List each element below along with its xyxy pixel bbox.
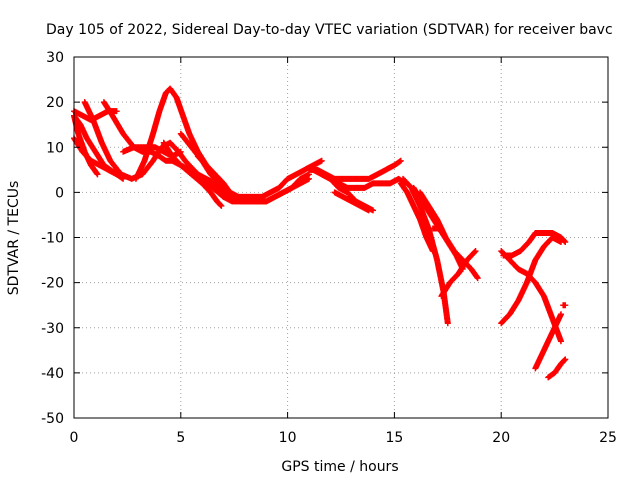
data-series-arc-17 <box>318 171 409 191</box>
x-tick-label: 15 <box>385 430 403 446</box>
data-series-arc-30 <box>540 229 569 246</box>
x-tick-label: 25 <box>599 430 617 446</box>
data-point <box>218 202 225 209</box>
data-point <box>318 157 325 164</box>
data-points <box>71 85 569 381</box>
y-tick-label: 0 <box>55 185 64 201</box>
data-series-arc-18 <box>331 189 372 214</box>
data-point <box>561 357 568 364</box>
chart-title: Day 105 of 2022, Sidereal Day-to-day VTE… <box>46 22 613 38</box>
y-tick-label: -30 <box>41 321 64 337</box>
data-series-arc-9 <box>160 139 225 209</box>
axis-ticks: 0 5 10 15 20 25 30 20 10 0 -10 -20 -30 -40 -50 <box>41 50 617 446</box>
y-tick-label: -20 <box>41 276 64 292</box>
y-tick-label: 20 <box>46 95 64 111</box>
data-point <box>558 311 565 318</box>
data-point <box>94 171 101 178</box>
data-point <box>474 275 481 282</box>
data-point <box>472 248 479 255</box>
data-point <box>217 202 224 209</box>
y-tick-label: 10 <box>46 140 64 156</box>
x-tick-label: 20 <box>492 430 510 446</box>
x-tick-label: 0 <box>70 430 79 446</box>
data-point <box>558 338 565 345</box>
x-tick-label: 10 <box>279 430 297 446</box>
data-series-arc-14 <box>220 175 312 205</box>
data-series-arc-24 <box>429 225 445 232</box>
data-series-arc-28 <box>532 311 565 372</box>
data-point <box>365 207 372 214</box>
data-point <box>562 356 569 363</box>
y-tick-label: -50 <box>41 411 64 427</box>
data-series-arc-26 <box>498 234 565 327</box>
data-point <box>113 108 120 115</box>
y-tick-label: -10 <box>41 231 64 247</box>
y-axis-label: SDTVAR / TECUs <box>6 181 22 296</box>
data-point <box>562 302 569 309</box>
data-series-arc-23 <box>438 248 479 300</box>
y-tick-label: -40 <box>41 366 64 382</box>
data-series-arc-31 <box>560 302 569 309</box>
x-tick-label: 5 <box>176 430 185 446</box>
data-series-arc-27 <box>500 229 552 259</box>
data-point <box>177 148 184 155</box>
data-point <box>562 239 569 246</box>
data-point <box>561 238 568 245</box>
data-point <box>305 175 312 182</box>
data-series-arc-29 <box>545 356 569 381</box>
data-point <box>397 157 404 164</box>
y-tick-label: 30 <box>46 50 64 66</box>
data-point <box>438 225 445 232</box>
data-point <box>444 320 451 327</box>
x-axis-label: GPS time / hours <box>281 459 398 475</box>
data-point <box>471 248 478 255</box>
